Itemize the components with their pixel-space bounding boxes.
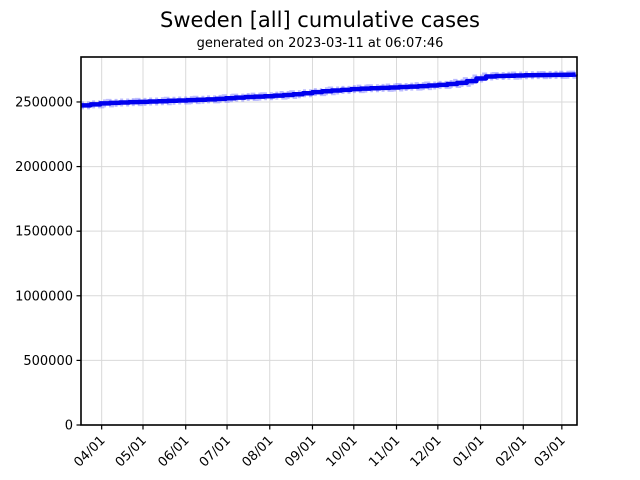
y-tick-label: 2500000 [15, 95, 73, 110]
x-tick-label: 03/01 [532, 433, 569, 470]
x-tick-label: 06/01 [155, 433, 192, 470]
y-tick-label: 500000 [23, 354, 73, 369]
x-tick-label: 08/01 [239, 433, 276, 470]
y-tick-label: 1500000 [15, 225, 73, 240]
x-tick-label: 04/01 [71, 433, 108, 470]
x-tick-label: 12/01 [408, 433, 445, 470]
y-tick-label: 2000000 [15, 160, 73, 175]
x-tick-label: 05/01 [113, 433, 150, 470]
plot-frame [80, 56, 578, 426]
chart-subtitle: generated on 2023-03-11 at 06:07:46 [196, 36, 444, 51]
chart-title: Sweden [all] cumulative cases [160, 8, 480, 32]
x-tick-label: 10/01 [324, 433, 361, 470]
x-tick-label: 02/01 [493, 433, 530, 470]
x-tick-label: 11/01 [366, 433, 403, 470]
y-tick-label: 0 [65, 419, 73, 434]
x-tick-label: 09/01 [282, 433, 319, 470]
x-tick-label: 01/01 [450, 433, 487, 470]
x-tick-label: 07/01 [197, 433, 234, 470]
data-line [81, 72, 578, 108]
y-tick-label: 1000000 [15, 289, 73, 304]
